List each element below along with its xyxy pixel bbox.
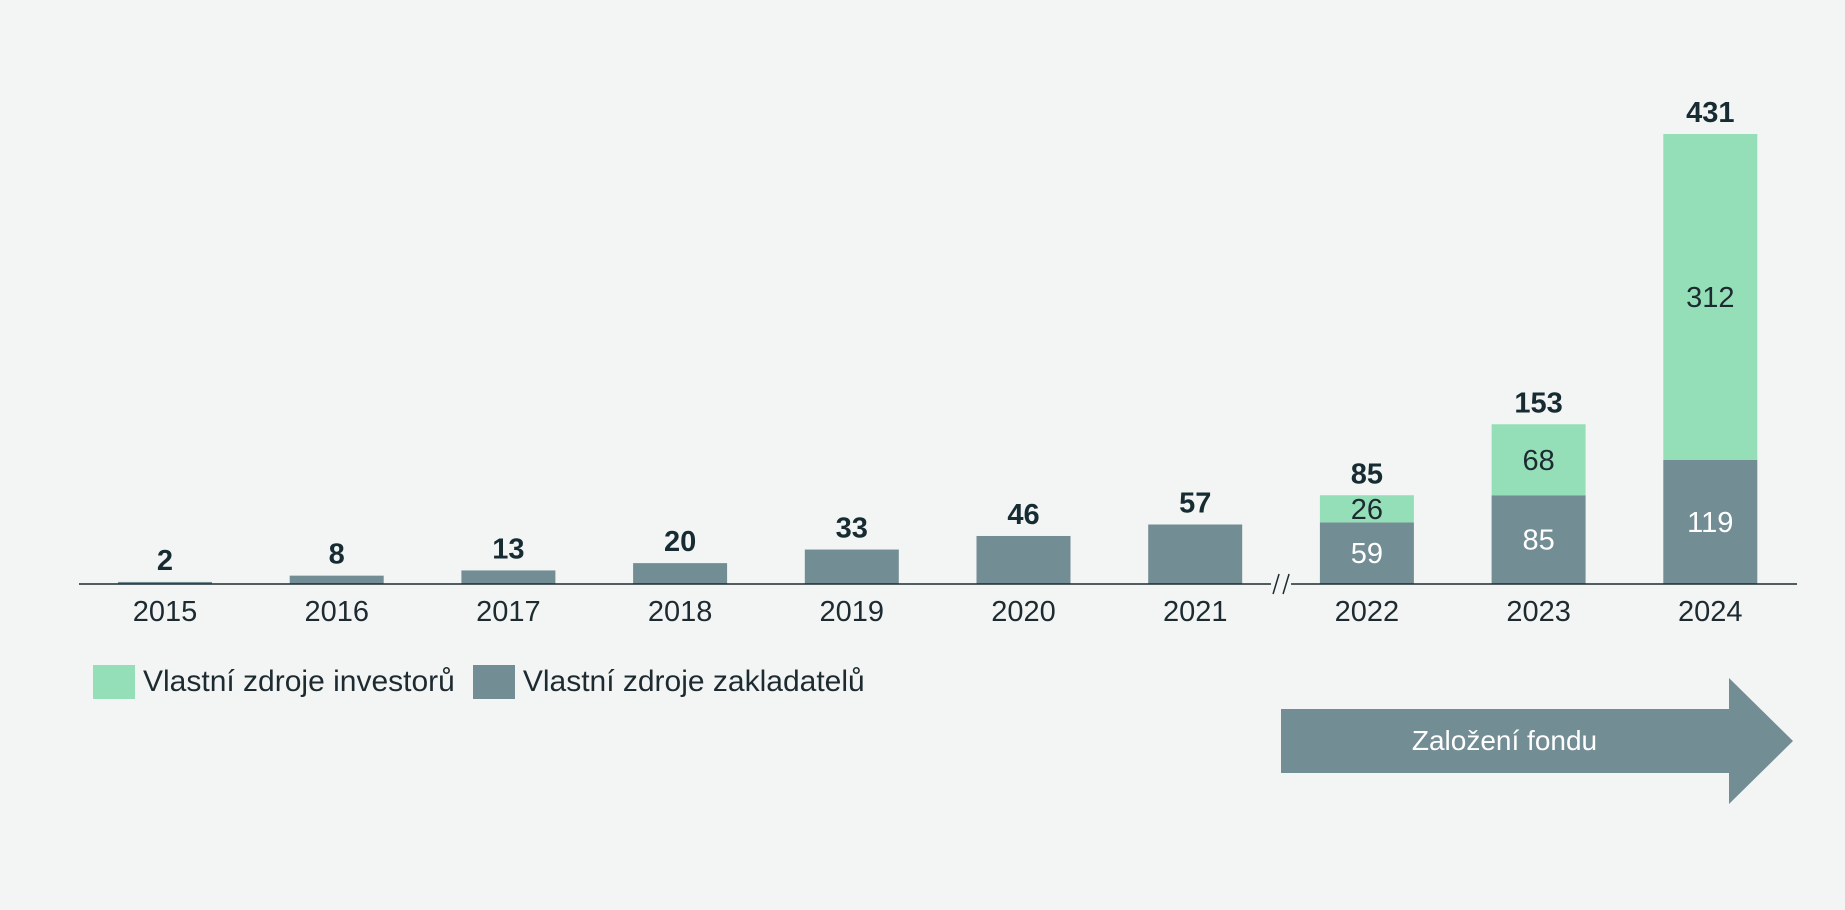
- total-label-2018: 20: [664, 526, 696, 558]
- bar-founders-2023: [1491, 495, 1586, 584]
- founding-arrow-shape: [1281, 678, 1793, 804]
- legend: Vlastní zdroje investorů Vlastní zdroje …: [93, 664, 883, 700]
- bar-founders-2019: [804, 549, 899, 584]
- axis-break-gap: [1271, 572, 1292, 596]
- legend-item-founders: Vlastní zdroje zakladatelů: [472, 665, 865, 699]
- total-label-2024: 431: [1686, 97, 1734, 129]
- bar-investors-2023: [1491, 424, 1586, 496]
- legend-swatch-investors: [93, 665, 135, 699]
- axis-break-mark-1: [1272, 573, 1280, 595]
- total-label-2021: 57: [1179, 487, 1211, 519]
- bar-founders-2016: [289, 575, 384, 584]
- total-label-2020: 46: [1007, 499, 1039, 531]
- x-tick-2020: 2020: [991, 596, 1056, 628]
- bar-investors-2024: [1663, 134, 1758, 460]
- bar-investors-2022: [1319, 495, 1414, 523]
- total-label-2016: 8: [329, 539, 345, 571]
- total-label-2023: 153: [1514, 387, 1562, 419]
- bar-founders-2015: [118, 581, 212, 584]
- founding-arrow-label: Založení fondu: [1411, 725, 1598, 756]
- bar-founders-2018: [633, 563, 728, 584]
- data-label-investors-2023: 68: [1522, 445, 1554, 477]
- legend-item-investors: Vlastní zdroje investorů: [93, 665, 455, 699]
- x-tick-2021: 2021: [1163, 596, 1228, 628]
- x-tick-2017: 2017: [476, 596, 541, 628]
- bar-founders-2022: [1319, 522, 1414, 584]
- total-label-2019: 33: [836, 513, 868, 545]
- x-tick-2019: 2019: [820, 596, 885, 628]
- x-tick-2018: 2018: [648, 596, 713, 628]
- x-tick-2016: 2016: [304, 596, 369, 628]
- axis-break-mark-2: [1282, 573, 1290, 595]
- legend-label-investors: Vlastní zdroje investorů: [143, 665, 455, 698]
- total-label-2022: 85: [1351, 458, 1383, 490]
- total-label-2017: 13: [492, 533, 524, 565]
- data-label-founders-2024: 119: [1687, 507, 1733, 539]
- total-label-2015: 2: [157, 545, 173, 577]
- x-tick-2023: 2023: [1506, 596, 1571, 628]
- bar-founders-2020: [976, 535, 1071, 584]
- legend-swatch-founders: [472, 665, 515, 699]
- legend-label-founders: Vlastní zdroje zakladatelů: [522, 665, 865, 698]
- founding-arrow: [1281, 678, 1793, 804]
- x-tick-2015: 2015: [133, 596, 198, 628]
- bar-founders-2024: [1663, 459, 1758, 584]
- bar-founders-2017: [461, 570, 556, 584]
- bar-founders-2021: [1148, 524, 1243, 584]
- x-tick-2022: 2022: [1335, 596, 1400, 628]
- data-label-investors-2022: 26: [1351, 494, 1383, 526]
- data-label-founders-2022: 59: [1351, 538, 1383, 570]
- data-label-founders-2023: 85: [1522, 525, 1554, 557]
- x-tick-2024: 2024: [1678, 596, 1743, 628]
- data-label-investors-2024: 312: [1686, 282, 1734, 314]
